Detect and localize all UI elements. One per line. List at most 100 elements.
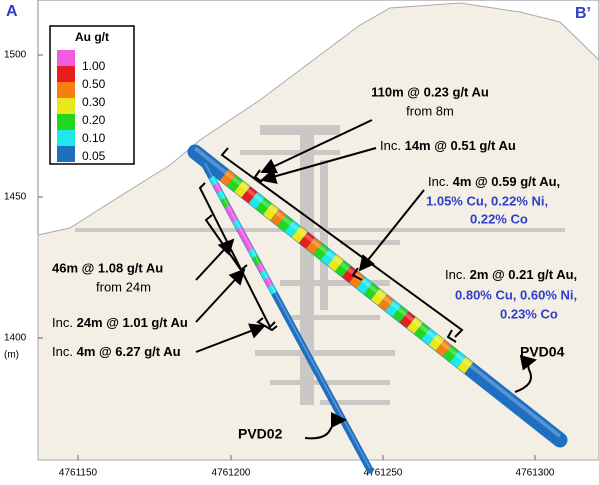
grade-segment [255, 262, 266, 273]
section-start: A [6, 3, 18, 20]
leader-arrow [195, 323, 266, 353]
prefix: Inc. [380, 138, 401, 153]
legend-swatch [57, 50, 75, 66]
annotation-text: 46m @ 1.08 g/t Au [52, 260, 163, 275]
grade-segment [421, 328, 438, 346]
section-end: B’ [575, 5, 591, 22]
prefix: Inc. [428, 174, 449, 189]
leader-curve [304, 412, 347, 440]
grade-segment [370, 288, 387, 306]
prefix: Inc. [52, 315, 73, 330]
grade-segment [442, 345, 459, 363]
x-tick-label: 4761200 [212, 468, 251, 479]
grade-segment [270, 209, 287, 226]
legend-swatch [57, 82, 75, 98]
bracket [253, 169, 263, 183]
legend-label: 1.00 [82, 59, 106, 73]
grade-segment [385, 300, 402, 317]
result: 14m @ 0.51 g/t Au [405, 138, 516, 153]
grade-segment [227, 175, 243, 192]
grade-segment [248, 248, 258, 259]
grade-segment [255, 197, 272, 215]
grade-segment [435, 339, 452, 357]
grade-segment [228, 211, 238, 223]
hole-shine [193, 146, 562, 438]
grade-segment [378, 294, 394, 312]
result: 4m @ 6.27 g/t Au [77, 344, 181, 359]
legend-swatch [57, 66, 75, 82]
annotation-text: 0.80% Cu, 0.60% Ni, [455, 287, 577, 302]
grade-segment [208, 175, 219, 186]
annotation-text: Inc. 14m @ 0.51 g/t Au [380, 138, 516, 153]
legend-label: 0.20 [82, 113, 106, 127]
legend-swatch [57, 114, 75, 130]
grade-segment [363, 283, 380, 300]
leader-arrow [260, 119, 373, 174]
legend-label: 0.50 [82, 77, 106, 91]
leader-arrow [260, 147, 377, 184]
annotation-text: Inc. 4m @ 6.27 g/t Au [52, 344, 181, 359]
grade-segment [284, 220, 301, 238]
y-tick-label: 1500 [4, 50, 27, 61]
grade-segment [406, 317, 423, 334]
leader-arrow [195, 238, 235, 281]
annotation-text: 0.23% Co [500, 306, 558, 321]
grade-segment [252, 255, 262, 266]
grade-segment [327, 254, 344, 272]
leader-curve [514, 354, 537, 393]
grade-segment [450, 351, 466, 368]
y-tick-label: 1450 [4, 192, 27, 203]
grade-segment [236, 226, 246, 237]
grade-segment [212, 183, 223, 194]
annotation-text: Inc. 24m @ 1.01 g/t Au [52, 315, 188, 330]
legend-label: 0.10 [82, 131, 106, 145]
grade-segment [220, 197, 230, 208]
grade-segment [241, 186, 258, 204]
result: 2m @ 0.21 g/t Au, [470, 267, 578, 282]
grade-segment [234, 180, 251, 198]
workings [75, 125, 565, 405]
grade-segment [248, 192, 265, 209]
grade-segment [224, 204, 234, 215]
grade-segment [428, 334, 445, 351]
annotation-text: from 8m [406, 103, 454, 118]
grade-segment [349, 271, 366, 289]
grade-segment [457, 356, 474, 374]
legend-label: 0.30 [82, 95, 106, 109]
legend-swatch [57, 146, 75, 162]
result: 24m @ 1.01 g/t Au [77, 315, 188, 330]
result: 4m @ 0.59 g/t Au, [453, 174, 561, 189]
prefix: Inc. [52, 344, 73, 359]
x-tick-label: 4761300 [516, 468, 555, 479]
hole-label: PVD04 [520, 344, 565, 360]
annotation-text: Inc. 2m @ 0.21 g/t Au, [445, 267, 577, 282]
grade-segment [219, 169, 236, 187]
leader-arrow [358, 189, 425, 272]
grade-segment [232, 219, 242, 230]
leader-arrow [195, 268, 246, 323]
legend-swatch [57, 130, 75, 146]
bracket [351, 267, 363, 281]
grade-segment [259, 269, 270, 281]
grade-segment [267, 284, 277, 295]
grade-segment [342, 266, 359, 283]
y-tick-label: 1400 [4, 333, 27, 344]
grade-segment [306, 237, 323, 255]
grade-segment [263, 203, 279, 221]
annotation-text: Inc. 4m @ 0.59 g/t Au, [428, 174, 560, 189]
grade-segment [263, 277, 274, 288]
grade-segment [334, 260, 351, 278]
legend-label: 0.05 [82, 149, 106, 163]
grade-segment [291, 226, 308, 243]
legend-title: Au g/t [75, 30, 109, 44]
grade-segment [277, 214, 294, 232]
grade-segment [399, 311, 416, 329]
annotation-text: 1.05% Cu, 0.22% Ni, [426, 193, 548, 208]
grade-segment [414, 322, 430, 340]
grade-segment [244, 240, 254, 252]
grade-segment [392, 305, 409, 323]
hole-label: PVD02 [238, 426, 283, 442]
grade-segment [313, 243, 330, 260]
grade-segment [298, 231, 315, 249]
